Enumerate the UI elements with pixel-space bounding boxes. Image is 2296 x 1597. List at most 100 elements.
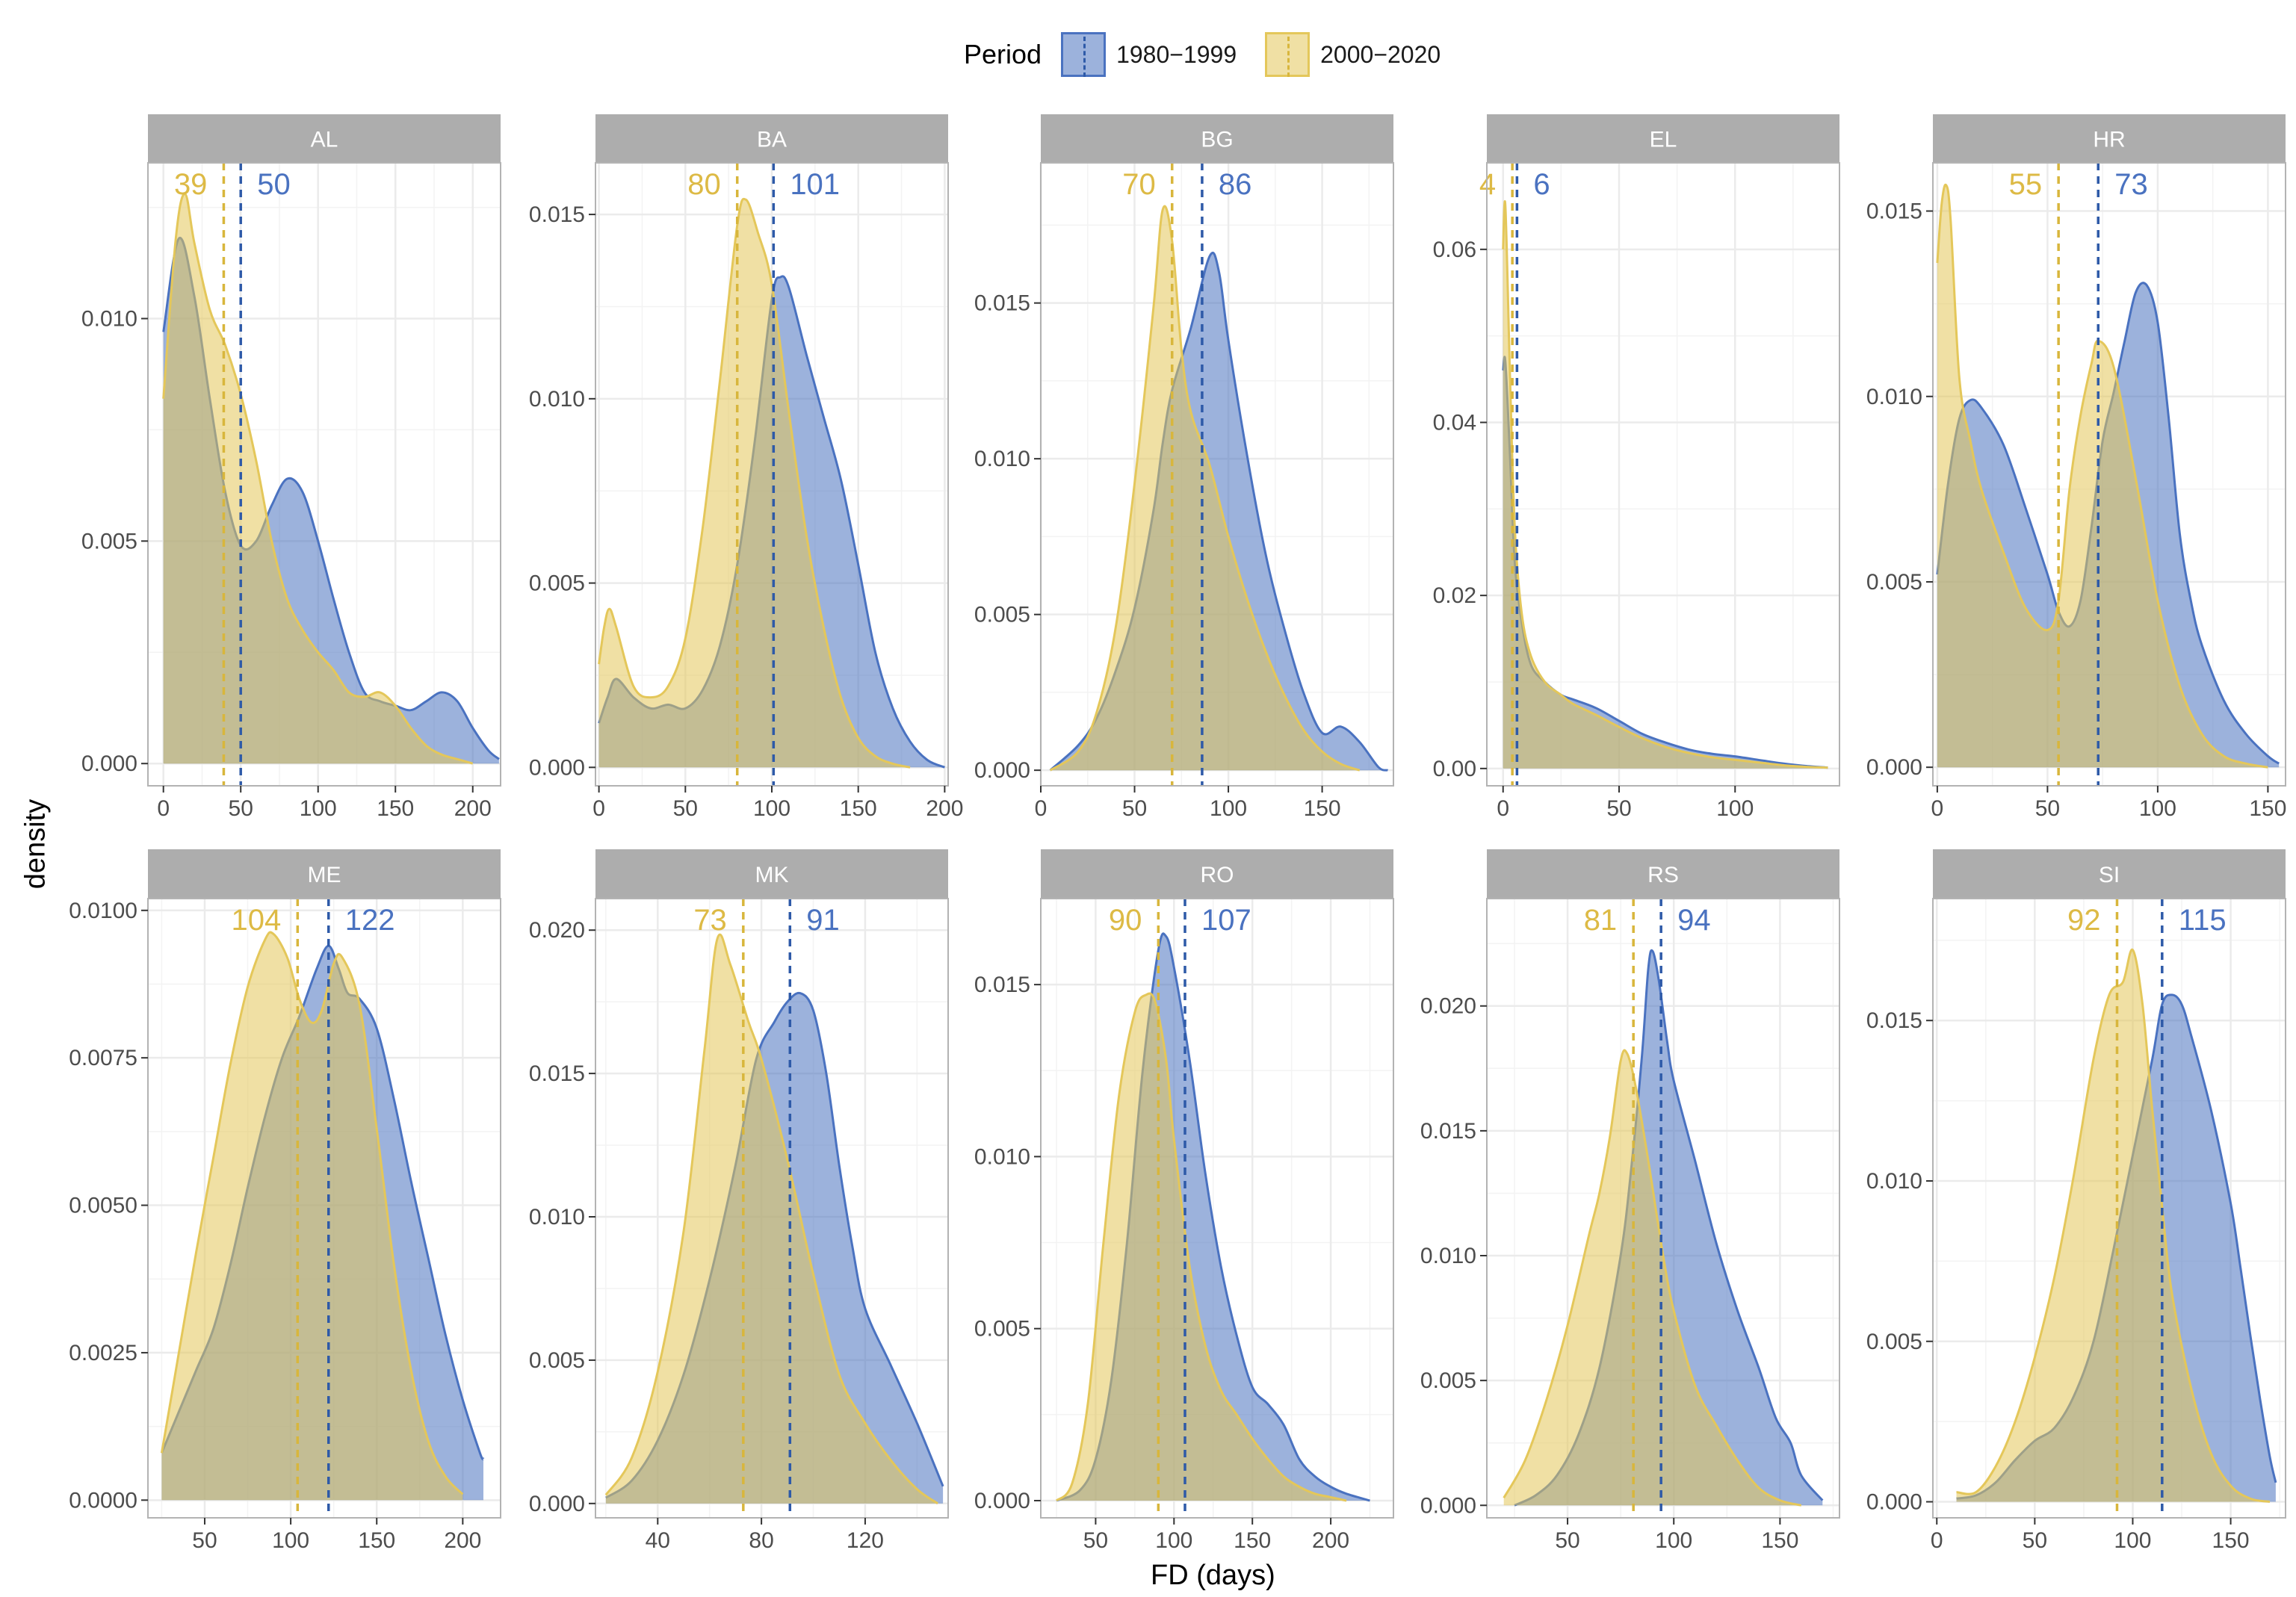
median-label-period-1: 122 — [345, 904, 395, 937]
x-tick-label: 50 — [192, 1528, 217, 1553]
y-tick-label: 0.005 — [974, 1317, 1030, 1342]
y-tick-label: 0.010 — [529, 1205, 585, 1229]
x-tick-label: 150 — [1761, 1528, 1798, 1553]
x-tick-label: 50 — [2035, 796, 2060, 821]
y-tick-label: 0.06 — [1433, 238, 1476, 262]
median-label-period-2: 4 — [1479, 168, 1496, 201]
x-tick-label: 200 — [926, 796, 963, 821]
y-tick-label: 0.015 — [1866, 199, 1922, 224]
density-line-period-2 — [160, 931, 464, 1495]
panel-border — [1040, 898, 1394, 1519]
x-tick-label: 50 — [673, 796, 698, 821]
y-tick-label: 0.020 — [1420, 994, 1476, 1019]
density-area-period-2 — [1056, 993, 1347, 1501]
median-label-period-1: 101 — [790, 168, 840, 201]
density-area-period-2 — [605, 934, 938, 1504]
density-area-period-2 — [1503, 1050, 1801, 1506]
y-tick-label: 0.015 — [529, 1061, 585, 1086]
density-area-period-2 — [1050, 206, 1360, 771]
median-label-period-2: 104 — [232, 904, 282, 937]
y-tick-label: 0.015 — [974, 291, 1030, 316]
y-tick-label: 0.005 — [974, 603, 1030, 627]
strip-label-al: AL — [311, 128, 338, 152]
x-tick-label: 0 — [1035, 796, 1048, 821]
panel-border — [1486, 162, 1840, 787]
y-tick-label: 0.0075 — [69, 1046, 137, 1070]
strip-label-hr: HR — [2093, 128, 2125, 152]
strip-background — [595, 849, 948, 899]
panel-mk: MK 73 91 40 80 120 0.000 0.005 0.010 0.015 0.020 — [529, 849, 949, 1553]
panel-border — [1932, 162, 2286, 787]
x-tick-label: 100 — [2139, 796, 2176, 821]
legend-item-period-2: 2000−2020 — [1265, 32, 1441, 77]
density-line-period-2 — [1055, 992, 1347, 1502]
median-label-period-2: 92 — [2067, 904, 2101, 937]
density-area-period-2 — [1503, 201, 1828, 769]
x-tick-label: 150 — [1234, 1528, 1271, 1553]
legend-item-period-1: 1980−1999 — [1061, 32, 1237, 77]
y-tick-label: 0.000 — [1866, 1490, 1922, 1515]
y-tick-label: 0.010 — [81, 307, 137, 332]
panel-border — [147, 898, 501, 1519]
x-tick-label: 200 — [1312, 1528, 1349, 1553]
x-tick-label: 100 — [753, 796, 790, 821]
y-tick-label: 0.015 — [1866, 1008, 1922, 1033]
strip-label-si: SI — [2099, 863, 2120, 887]
panel-border — [147, 162, 501, 787]
y-tick-label: 0.0000 — [69, 1488, 137, 1513]
x-tick-label: 150 — [358, 1528, 395, 1553]
legend-label-period-1: 1980−1999 — [1116, 40, 1237, 68]
density-area-period-2 — [598, 199, 911, 768]
strip-label-ba: BA — [757, 128, 787, 152]
y-tick-label: 0.010 — [974, 447, 1030, 471]
panel-ro: RO 90 107 50 100 150 200 0.000 0.005 0.010 0.015 — [974, 849, 1394, 1553]
density-area-period-1 — [1514, 950, 1823, 1506]
x-tick-label: 50 — [1606, 796, 1631, 821]
x-tick-label: 50 — [229, 796, 253, 821]
median-label-period-2: 81 — [1584, 904, 1618, 937]
x-tick-label: 100 — [272, 1528, 309, 1553]
x-tick-label: 100 — [300, 796, 337, 821]
density-line-period-2 — [604, 933, 938, 1505]
x-axis-title: FD (days) — [1151, 1560, 1275, 1591]
density-line-period-2 — [1502, 200, 1828, 769]
y-tick-label: 0.015 — [529, 202, 585, 227]
strip-background — [148, 849, 501, 899]
legend: Period 1980−1999 2000−2020 — [964, 28, 1457, 81]
y-tick-label: 0.010 — [974, 1144, 1030, 1169]
density-line-period-2 — [1956, 949, 2271, 1503]
x-tick-label: 150 — [377, 796, 414, 821]
panel-bg: BG 70 86 0 50 100 150 0.000 0.005 0.010 0.015 — [974, 114, 1394, 821]
median-label-period-1: 6 — [1533, 168, 1550, 201]
y-tick-label: 0.005 — [81, 529, 137, 553]
density-area-period-2 — [1937, 184, 2268, 768]
strip-background — [148, 114, 501, 163]
x-tick-label: 150 — [2212, 1528, 2250, 1553]
x-tick-label: 150 — [1304, 796, 1341, 821]
y-tick-label: 0.015 — [974, 973, 1030, 997]
y-tick-label: 0.000 — [529, 1492, 585, 1516]
y-tick-label: 0.000 — [974, 758, 1030, 783]
y-tick-label: 0.005 — [529, 571, 585, 596]
x-tick-label: 0 — [1497, 796, 1509, 821]
median-label-period-1: 91 — [806, 904, 840, 937]
strip-background — [1933, 114, 2286, 163]
density-line-period-2 — [1503, 1049, 1802, 1507]
y-tick-label: 0.020 — [529, 918, 585, 943]
x-tick-label: 100 — [1210, 796, 1247, 821]
density-line-period-2 — [598, 197, 911, 769]
y-tick-label: 0.010 — [1420, 1244, 1476, 1268]
x-tick-label: 40 — [646, 1528, 670, 1553]
y-tick-label: 0.04 — [1433, 411, 1476, 435]
panel-hr: HR 55 73 0 50 100 150 0.000 0.005 0.010 0.015 — [1866, 114, 2286, 821]
median-label-period-2: 80 — [687, 168, 721, 201]
x-tick-label: 100 — [2114, 1528, 2151, 1553]
x-tick-label: 0 — [1931, 1528, 1943, 1553]
median-label-period-2: 39 — [174, 168, 208, 201]
median-label-period-2: 90 — [1109, 904, 1142, 937]
median-label-period-1: 86 — [1219, 168, 1252, 201]
density-area-period-2 — [161, 932, 463, 1501]
y-tick-label: 0.0050 — [69, 1194, 137, 1218]
legend-title: Period — [964, 39, 1042, 69]
